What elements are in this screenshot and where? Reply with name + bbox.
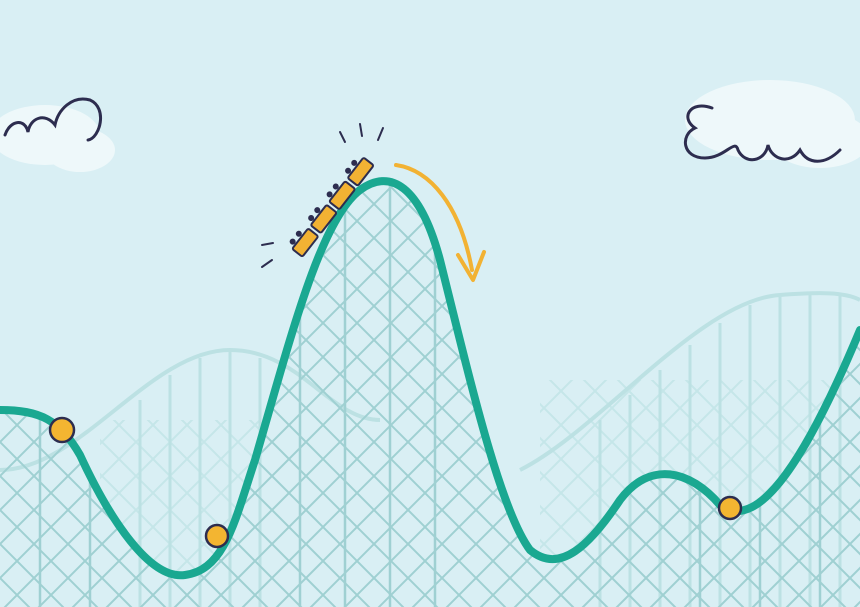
- track-marker-dot: [48, 416, 76, 444]
- curved-arrow-icon: [394, 163, 486, 282]
- track-marker-dot: [717, 495, 743, 521]
- wind-swirl-icon: [3, 97, 102, 142]
- cloud-left: [0, 105, 115, 172]
- motion-lines: [261, 123, 384, 268]
- roller-coaster-cart-icon: [289, 157, 374, 258]
- track-marker-dot: [204, 523, 230, 549]
- wind-swirl-icon: [684, 104, 842, 163]
- roller-coaster-track: [0, 177, 860, 580]
